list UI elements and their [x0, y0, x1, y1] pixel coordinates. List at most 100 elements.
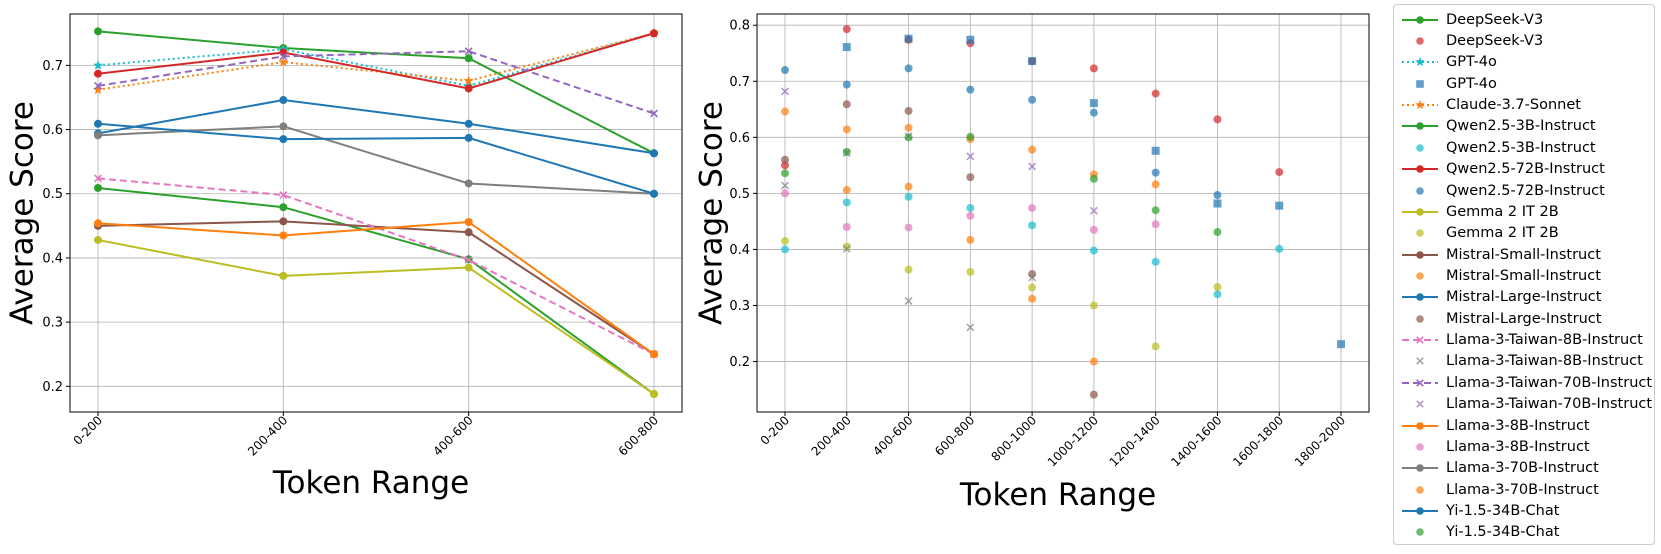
data-point	[1337, 340, 1345, 349]
series-line	[97, 220, 655, 356]
legend-marker	[1416, 421, 1424, 430]
data-point	[92, 84, 104, 95]
data-point	[1275, 201, 1284, 210]
data-point	[1213, 199, 1222, 208]
legend-entry: DeepSeek-V3	[1400, 9, 1648, 30]
data-point	[279, 96, 288, 105]
legend-entry: Qwen2.5-3B-Instruct	[1400, 116, 1648, 137]
legend-marker	[1416, 357, 1424, 366]
legend-label: Qwen2.5-3B-Instruct	[1446, 139, 1596, 156]
data-point	[1028, 283, 1037, 292]
data-point	[966, 173, 975, 182]
legend-swatch	[1402, 464, 1438, 473]
data-point	[781, 237, 789, 246]
data-point	[781, 189, 789, 198]
series-line	[97, 177, 655, 356]
data-point	[1089, 108, 1098, 117]
data-point	[464, 84, 473, 93]
x-axis-label: Token Range	[959, 477, 1156, 513]
x-tick-label: 1000-1200	[1045, 413, 1101, 469]
y-tick-label: 0.3	[42, 316, 63, 331]
series-mistral-small-instruct	[94, 217, 658, 359]
legend-label: Llama-3-Taiwan-8B-Instruct	[1446, 353, 1643, 370]
data-point	[464, 217, 473, 226]
legend-marker	[1416, 250, 1424, 259]
x-tick-label: 800-1000	[988, 413, 1039, 464]
data-point	[781, 169, 789, 178]
chart-1: 0.2 0.3 0.4 0.5 0.6 0.7 0-200 200-400 400-600 600…	[5, 13, 683, 501]
data-point	[279, 231, 288, 240]
data-point	[842, 242, 851, 251]
legend-label: Mistral-Small-Instruct	[1446, 246, 1601, 263]
data-point	[1151, 180, 1160, 189]
legend-label: Llama-3-8B-Instruct	[1446, 438, 1590, 455]
data-point	[92, 59, 104, 70]
legend-swatch	[1416, 400, 1424, 408]
data-point	[1151, 168, 1160, 177]
legend-marker	[1416, 485, 1424, 494]
data-point	[842, 186, 851, 195]
legend-marker	[1416, 272, 1424, 280]
data-point	[904, 123, 913, 132]
data-point	[1028, 162, 1037, 171]
legend-marker	[1416, 37, 1424, 45]
data-point	[279, 122, 288, 131]
legend-entry: Yi-1.5-34B-Chat	[1400, 522, 1648, 543]
data-point	[463, 75, 474, 86]
series-gpt-4o	[842, 34, 1345, 349]
data-point	[781, 161, 789, 170]
legend-entry: Qwen2.5-72B-Instruct	[1400, 159, 1648, 180]
data-point	[781, 181, 789, 190]
data-point	[781, 155, 789, 164]
legend-entry: Llama-3-Taiwan-8B-Instruct	[1400, 351, 1648, 372]
legend-entry: Llama-3-Taiwan-8B-Instruct	[1400, 329, 1648, 350]
legend-marker	[1416, 336, 1424, 344]
data-point	[1151, 89, 1160, 98]
data-point	[842, 147, 851, 156]
data-point	[842, 223, 851, 232]
legend-swatch	[1416, 79, 1424, 88]
data-point	[1213, 228, 1222, 237]
legend-swatch	[1416, 229, 1424, 238]
data-point	[464, 228, 473, 237]
legend-marker	[1416, 528, 1424, 537]
series-llama-3-taiwan-70b-instruct	[94, 47, 658, 118]
series-line	[97, 186, 655, 395]
legend-label: Mistral-Large-Instruct	[1446, 310, 1602, 327]
data-point	[966, 132, 975, 141]
legend-label: Llama-3-8B-Instruct	[1446, 417, 1590, 434]
series-line	[97, 125, 655, 195]
data-point	[966, 235, 975, 244]
series-llama-3-taiwan-70b-instruct	[781, 87, 1098, 215]
legend-entry: Llama-3-Taiwan-70B-Instruct	[1400, 393, 1652, 414]
y-tick-label: 0.4	[729, 243, 750, 258]
data-point	[904, 265, 913, 274]
data-point	[966, 267, 975, 276]
legend-marker	[1416, 400, 1424, 408]
data-point	[1089, 225, 1098, 234]
series-llama-3-taiwan-8b-instruct	[781, 181, 1037, 332]
x-tick-label: 600-800	[616, 413, 661, 458]
legend-entry: Gemma 2 IT 2B	[1400, 201, 1648, 222]
data-point	[650, 189, 658, 198]
legend-swatch	[1402, 293, 1438, 302]
legend-swatch	[1402, 15, 1438, 24]
data-point	[94, 131, 102, 140]
data-point	[842, 25, 851, 34]
series-line	[97, 99, 655, 155]
legend-entry: Llama-3-70B-Instruct	[1400, 458, 1648, 479]
data-point	[278, 56, 289, 67]
legend-entry: Yi-1.5-34B-Chat	[1400, 500, 1648, 521]
gridlines	[70, 14, 682, 412]
data-point	[1213, 290, 1222, 299]
data-point	[279, 203, 288, 212]
legend-label: Mistral-Small-Instruct	[1446, 267, 1601, 284]
series-line	[97, 32, 655, 87]
data-point	[966, 323, 975, 332]
x-tick-label: 200-400	[809, 413, 854, 458]
legend-swatch	[1402, 507, 1438, 515]
y-tick-label: 0.4	[42, 251, 63, 266]
x-tick-label: 1600-1800	[1230, 413, 1286, 469]
series-line	[97, 238, 655, 395]
data-point	[279, 52, 288, 61]
